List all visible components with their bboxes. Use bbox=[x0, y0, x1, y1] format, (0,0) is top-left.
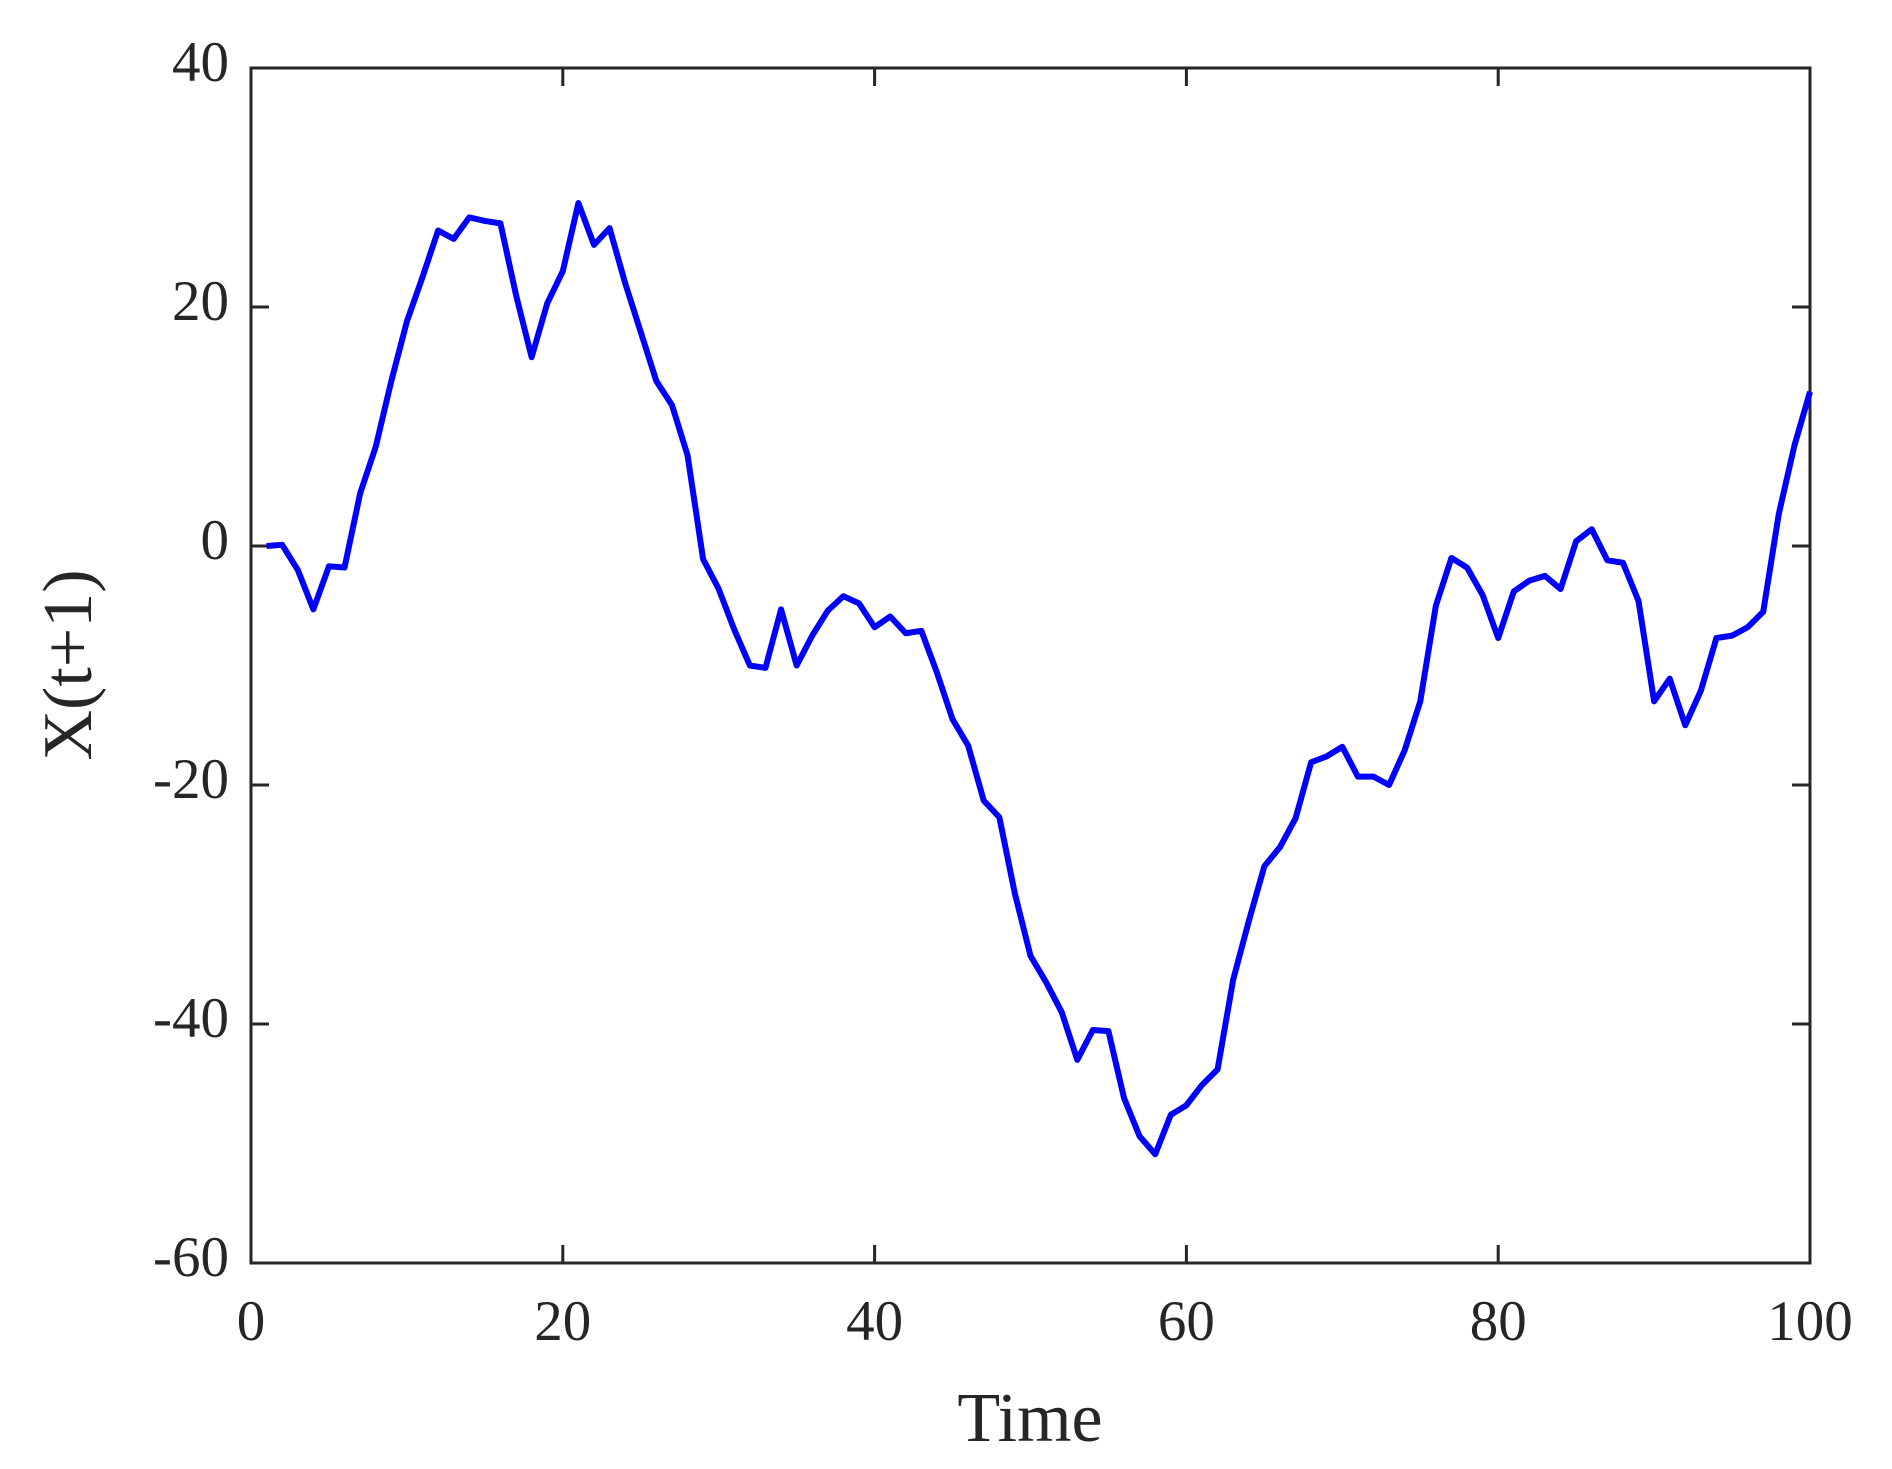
y-tick-label: -20 bbox=[153, 748, 229, 811]
data-line bbox=[266, 200, 1813, 1158]
y-tick-label: 40 bbox=[172, 31, 229, 94]
x-axis-label: Time bbox=[957, 1380, 1102, 1457]
plot-area bbox=[249, 66, 1812, 1265]
x-tick-label: 80 bbox=[1470, 1290, 1527, 1353]
y-tick-label: -40 bbox=[153, 987, 229, 1050]
x-tick-label: 100 bbox=[1767, 1290, 1853, 1353]
y-tick-label: 0 bbox=[201, 509, 230, 572]
x-tick-label: 20 bbox=[534, 1290, 591, 1353]
x-tick-label: 60 bbox=[1158, 1290, 1215, 1353]
y-tick-label: -60 bbox=[153, 1226, 229, 1289]
x-tick-label: 40 bbox=[846, 1290, 903, 1353]
x-tick-label: 0 bbox=[237, 1290, 266, 1353]
y-tick-label: 20 bbox=[172, 270, 229, 333]
y-axis-label: X(t+1) bbox=[30, 569, 107, 760]
